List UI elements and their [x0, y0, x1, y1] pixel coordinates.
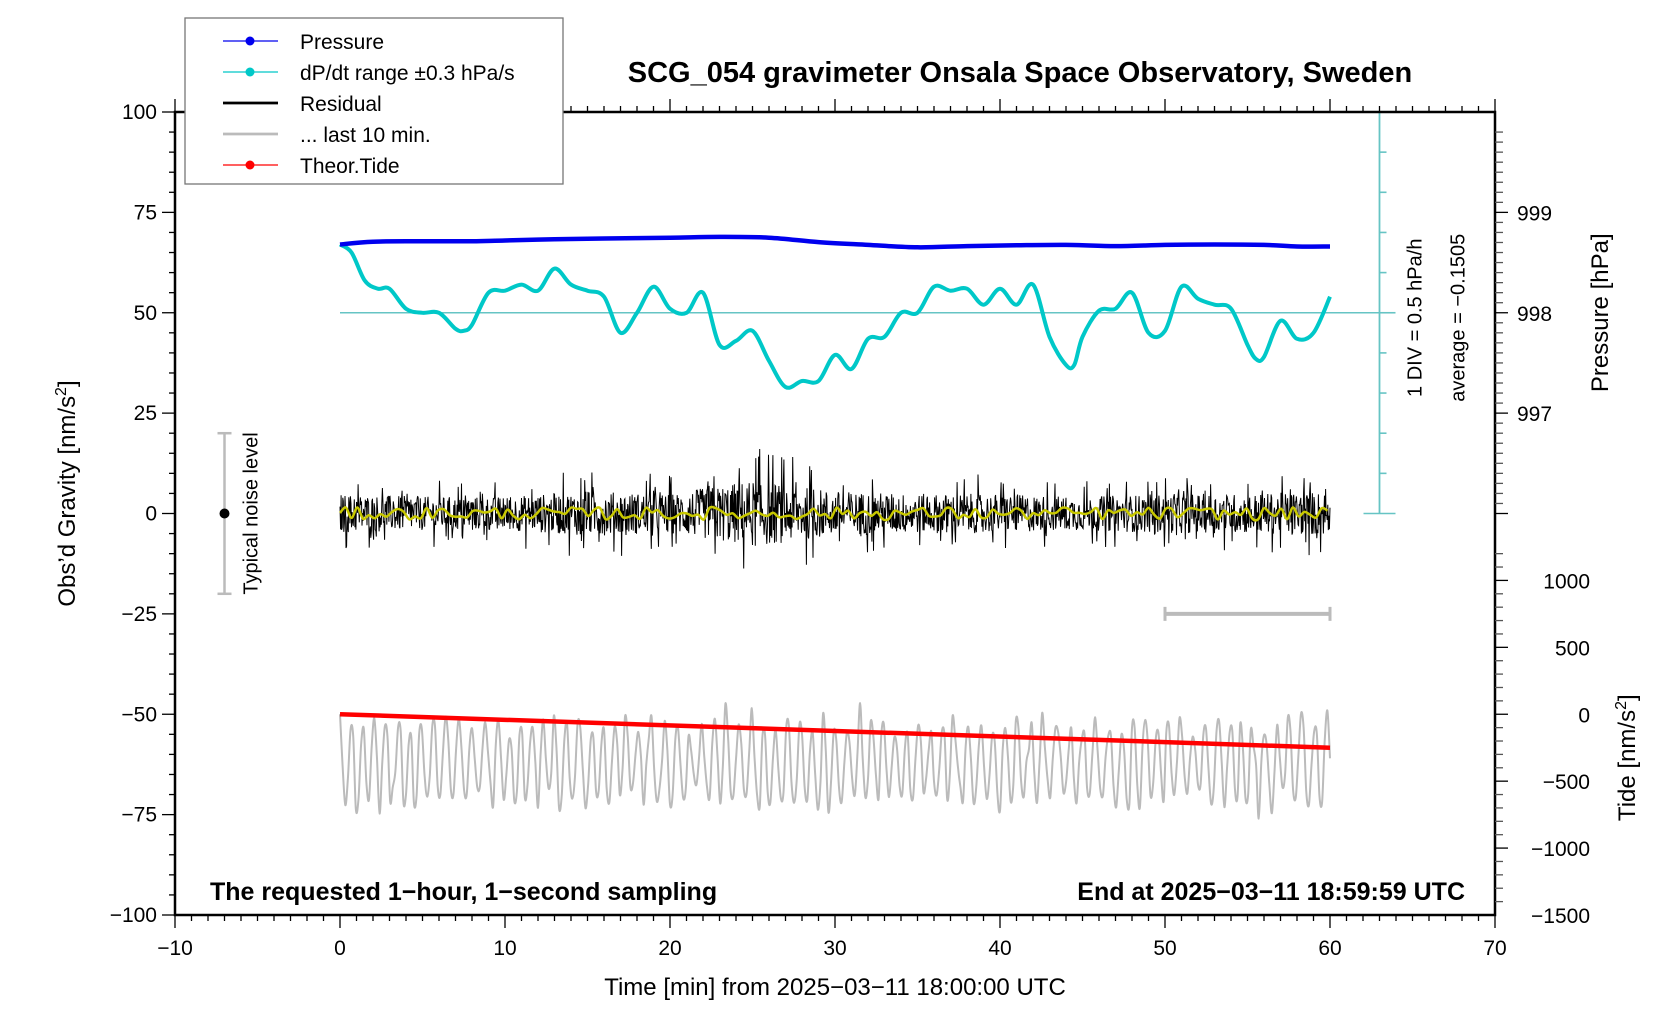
pressure-series-line [339, 234, 1331, 250]
axes-layer: −10 0 10 20 30 40 50 60 701007550250−25−50−75−10… [110, 99, 1590, 960]
superscript-2: 2 [1613, 701, 1630, 710]
legend: Pressure dP/dt range ±0.3 hPa/s Residual..… [184, 17, 564, 185]
average-label: average = −0.1505 [1448, 234, 1470, 402]
legend-entry-label: Residual [300, 93, 382, 116]
tide-tick-label: 500 [1555, 637, 1590, 660]
pressure-tick-label: 997 [1517, 403, 1552, 426]
legend-entry-label: dP/dt range ±0.3 hPa/s [300, 62, 515, 85]
dpdt-series-line [338, 242, 1332, 390]
legend-entry-label: Theor.Tide [300, 155, 400, 178]
y-left-tick-label: −100 [110, 904, 157, 927]
div-scale-label: 1 DIV = 0.5 hPa/h [1405, 239, 1427, 397]
x-tick-label: 70 [1483, 937, 1506, 960]
y-axis-title-gravity-main: Obs’d Gravity [nm/s [54, 396, 81, 607]
y-axis-title-gravity: Obs’d Gravity [nm/s2] [53, 380, 81, 606]
y-left-tick-label: 0 [145, 503, 157, 526]
pressure-tick-label: 999 [1517, 202, 1552, 225]
y-left-tick-label: −75 [121, 804, 157, 827]
y-left-tick-label: 50 [134, 302, 157, 325]
x-tick-label: 40 [988, 937, 1011, 960]
y-left-tick-label: −25 [121, 603, 157, 626]
series-layer [338, 234, 1332, 820]
chart-title: SCG_054 gravimeter Onsala Space Observat… [628, 57, 1412, 89]
residual-smoothed-line [339, 505, 1329, 522]
y-left-tick-label: 100 [122, 101, 157, 124]
x-tick-label: 10 [493, 937, 516, 960]
noise-level-label: Typical noise level [241, 432, 263, 594]
tide-series-line [339, 712, 1331, 750]
bracket-close: ] [1614, 694, 1641, 701]
pressure-tick-label: 998 [1517, 303, 1552, 326]
y-left-tick-label: 25 [134, 402, 157, 425]
legend-swatch-marker [245, 160, 255, 170]
noise-bar-center-dot [219, 508, 230, 519]
legend-swatch-marker [245, 36, 255, 46]
tide-tick-label: −1500 [1531, 905, 1590, 928]
x-tick-label: 20 [658, 937, 681, 960]
tide-tick-label: 0 [1578, 704, 1590, 727]
plot-background-layer [217, 111, 1396, 621]
x-tick-label: 0 [334, 937, 346, 960]
y-left-tick-label: 75 [134, 201, 157, 224]
y-axis-title-tide-main: Tide [nm/s [1614, 710, 1641, 821]
residual-series-line [339, 448, 1331, 569]
superscript-2: 2 [53, 387, 70, 396]
legend-box [184, 17, 564, 185]
y-axis-title-pressure: Pressure [hPa] [1587, 233, 1614, 392]
tide-tick-label: −1000 [1531, 838, 1590, 861]
tide-tick-label: −500 [1543, 771, 1590, 794]
legend-entry-label: ... last 10 min. [300, 124, 431, 147]
x-tick-label: 30 [823, 937, 846, 960]
x-axis-title: Time [min] from 2025−03−11 18:00:00 UTC [604, 974, 1066, 1001]
legend-entry-label: Pressure [300, 31, 384, 54]
y-axis-title-tide: Tide [nm/s2] [1613, 694, 1641, 821]
sampling-annotation: The requested 1−hour, 1−second sampling [210, 878, 717, 906]
x-tick-label: −10 [157, 937, 193, 960]
y-left-tick-label: −50 [121, 703, 157, 726]
tide-tick-label: 1000 [1543, 570, 1590, 593]
x-tick-label: 60 [1318, 937, 1341, 960]
end-time-annotation: End at 2025−03−11 18:59:59 UTC [1077, 878, 1465, 906]
bracket-close: ] [54, 380, 81, 387]
legend-swatch-marker [245, 67, 255, 77]
x-tick-label: 50 [1153, 937, 1176, 960]
